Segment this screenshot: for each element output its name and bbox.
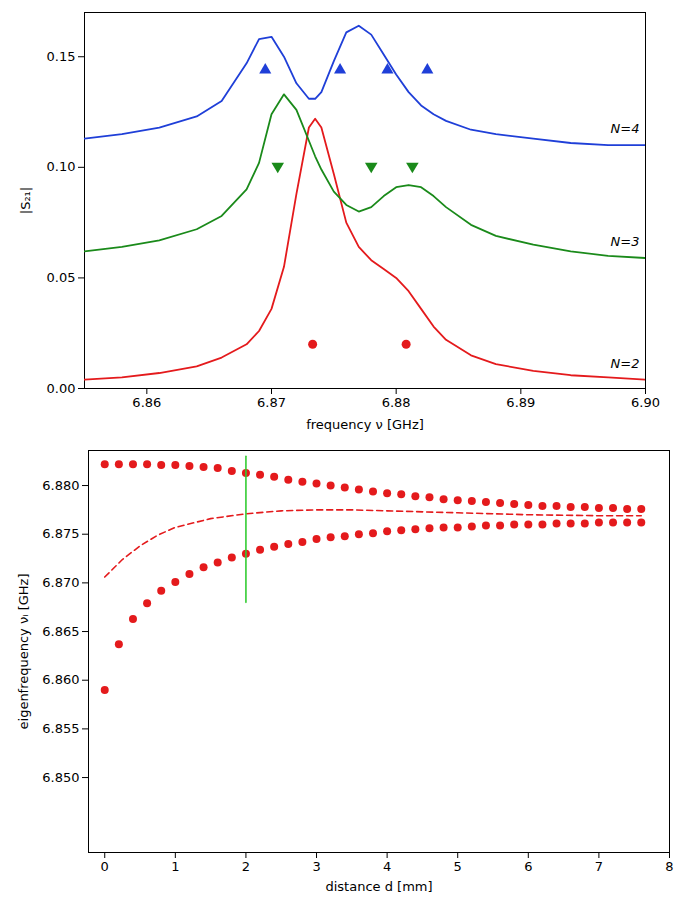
- svg-text:6.89: 6.89: [506, 395, 535, 410]
- svg-text:6.88: 6.88: [382, 395, 411, 410]
- svg-text:eigenfrequency νᵢ [GHz]: eigenfrequency νᵢ [GHz]: [16, 574, 31, 730]
- svg-text:5: 5: [454, 859, 462, 874]
- svg-text:N=4: N=4: [611, 121, 640, 136]
- svg-text:6.90: 6.90: [631, 395, 660, 410]
- svg-text:6.850: 6.850: [42, 770, 79, 785]
- svg-text:1: 1: [171, 859, 179, 874]
- svg-text:7: 7: [595, 859, 603, 874]
- svg-text:6: 6: [524, 859, 532, 874]
- svg-text:8: 8: [665, 859, 673, 874]
- svg-text:0.15: 0.15: [47, 49, 76, 64]
- svg-text:6.86: 6.86: [132, 395, 161, 410]
- svg-text:3: 3: [312, 859, 320, 874]
- svg-text:frequency ν [GHz]: frequency ν [GHz]: [306, 417, 424, 432]
- svg-text:0.10: 0.10: [47, 159, 76, 174]
- svg-text:0.05: 0.05: [47, 270, 76, 285]
- svg-text:6.860: 6.860: [42, 672, 79, 687]
- svg-text:distance d [mm]: distance d [mm]: [325, 879, 432, 894]
- svg-text:0.00: 0.00: [47, 381, 76, 396]
- svg-text:4: 4: [383, 859, 391, 874]
- svg-text:6.880: 6.880: [42, 478, 79, 493]
- svg-text:6.875: 6.875: [42, 526, 79, 541]
- svg-text:|S₂₁|: |S₂₁|: [18, 187, 33, 214]
- svg-text:2: 2: [242, 859, 250, 874]
- svg-text:0: 0: [101, 859, 109, 874]
- svg-text:6.870: 6.870: [42, 575, 79, 590]
- svg-text:N=2: N=2: [611, 356, 640, 371]
- svg-text:6.865: 6.865: [42, 624, 79, 639]
- svg-text:6.87: 6.87: [257, 395, 286, 410]
- svg-text:6.855: 6.855: [42, 721, 79, 736]
- svg-text:N=3: N=3: [611, 234, 640, 249]
